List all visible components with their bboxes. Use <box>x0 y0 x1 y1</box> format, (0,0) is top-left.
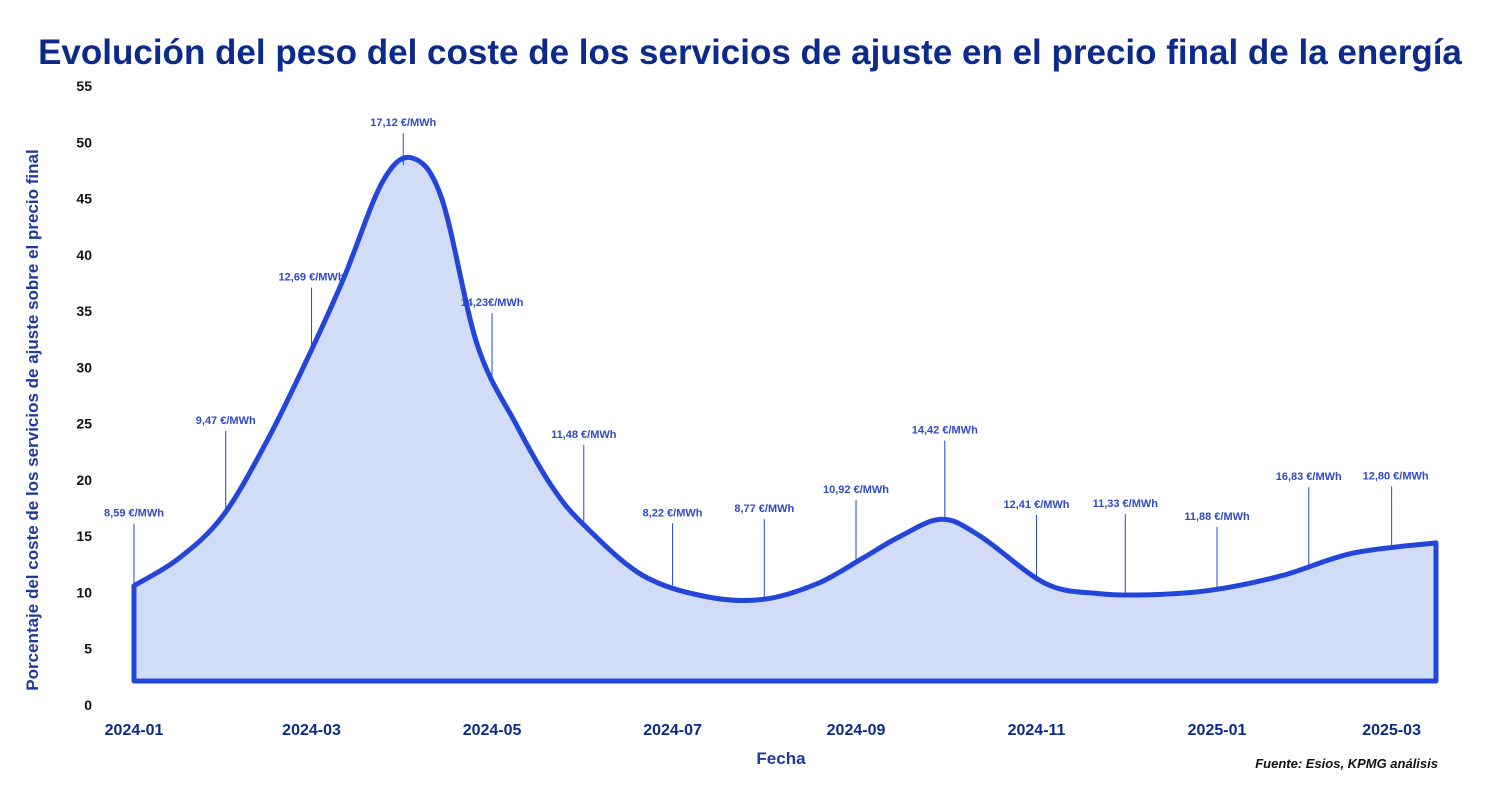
y-tick-label: 10 <box>76 584 92 600</box>
x-tick-label: 2024-03 <box>282 722 341 739</box>
y-tick-label: 15 <box>76 528 92 544</box>
series-line <box>131 154 1439 684</box>
y-tick-label: 50 <box>76 134 92 150</box>
chart-title: Evolución del peso del coste de los serv… <box>38 33 1462 72</box>
annotation-label: 12,41 €/MWh <box>1004 499 1070 511</box>
y-tick-label: 55 <box>76 78 92 94</box>
x-tick-label: 2024-05 <box>463 722 522 739</box>
x-axis-label: Fecha <box>756 749 806 768</box>
annotation-label: 8,22 €/MWh <box>643 507 703 519</box>
y-axis-label: Porcentaje del coste de los servicios de… <box>23 149 42 690</box>
y-axis-ticks: 0 5 10 15 20 25 30 35 40 45 50 55 <box>76 78 92 713</box>
x-tick-label: 2024-07 <box>643 722 702 739</box>
y-tick-label: 35 <box>76 303 92 319</box>
y-tick-label: 30 <box>76 359 92 375</box>
y-tick-label: 5 <box>84 641 92 657</box>
annotation-label: 8,77 €/MWh <box>734 503 794 515</box>
annotation-label: 11,33 €/MWh <box>1093 498 1159 510</box>
source-note: Fuente: Esios, KPMG análisis <box>1255 756 1438 771</box>
x-tick-label: 2024-01 <box>105 722 164 739</box>
annotation-label: 11,88 €/MWh <box>1184 511 1250 523</box>
area-fill <box>134 157 1436 681</box>
annotation-label: 10,92 €/MWh <box>823 484 889 496</box>
x-tick-label: 2024-11 <box>1008 722 1066 739</box>
annotation-label: 16,83 €/MWh <box>1276 471 1342 483</box>
x-tick-label: 2025-03 <box>1362 722 1421 739</box>
annotation-label: 12,80 €/MWh <box>1363 470 1429 482</box>
y-tick-label: 40 <box>76 247 92 263</box>
y-tick-label: 45 <box>76 191 92 207</box>
x-tick-label: 2024-09 <box>827 722 886 739</box>
y-tick-label: 25 <box>76 416 92 432</box>
annotation-label: 14,23€/MWh <box>461 297 524 309</box>
annotation-label: 17,12 €/MWh <box>370 117 436 129</box>
annotation-label: 9,47 €/MWh <box>196 415 256 427</box>
y-tick-label: 20 <box>76 472 92 488</box>
annotation-label: 12,69 €/MWh <box>279 272 345 284</box>
annotation-label: 8,59 €/MWh <box>104 508 164 520</box>
annotation-label: 11,48 €/MWh <box>551 429 617 441</box>
x-axis-ticks: 2024-01 2024-03 2024-05 2024-07 2024-09 2024-… <box>105 722 1421 739</box>
x-tick-label: 2025-01 <box>1188 722 1247 739</box>
y-tick-label: 0 <box>84 697 92 713</box>
annotations: 8,59 €/MWh 9,47 €/MWh 12,69 €/MWh 17,12 €/M… <box>104 117 1429 600</box>
annotation-label: 14,42 €/MWh <box>912 425 978 437</box>
